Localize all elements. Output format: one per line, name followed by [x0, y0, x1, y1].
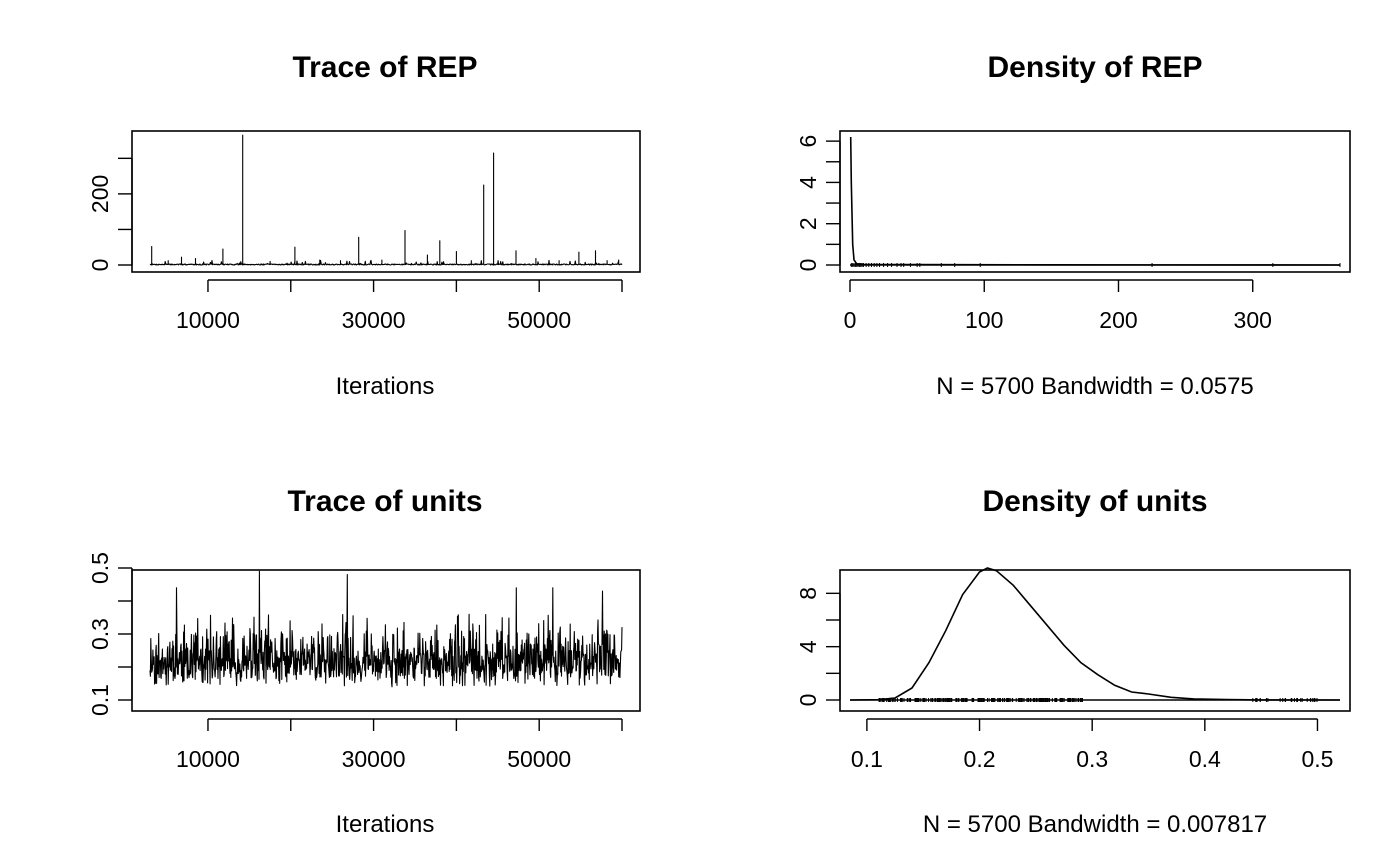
trace-rep-plot-frame: [131, 130, 641, 273]
x-tick-label: 30000: [342, 746, 406, 772]
x-tick-label: 0.1: [851, 746, 883, 772]
density-units-plot-frame: [839, 569, 1351, 712]
density-rep-panel: Density of REP 0 100 200 300 0 2 4 6 N = 5700 …: [795, 51, 1351, 400]
x-tick-label: 0.3: [1076, 746, 1108, 772]
density-rep-plot-frame: [839, 130, 1351, 273]
trace-rep-x-axis: 10000 30000 50000: [176, 279, 623, 333]
y-tick-label: 4: [795, 640, 821, 653]
trace-rep-y-axis: 0 200: [87, 157, 133, 272]
y-tick-label: 0: [795, 694, 821, 707]
density-rep-x-axis: 0 100 200 300: [844, 279, 1272, 333]
density-rep-density-curve: [849, 136, 1341, 266]
x-tick-label: 50000: [507, 307, 571, 333]
x-tick-label: 300: [1234, 307, 1272, 333]
density-rep-title: Density of REP: [987, 51, 1202, 84]
y-tick-label: 6: [795, 135, 821, 148]
x-tick-label: 10000: [176, 746, 240, 772]
y-tick-label: 2: [795, 217, 821, 230]
trace-units-title: Trace of units: [287, 485, 482, 518]
x-tick-label: 0.2: [964, 746, 996, 772]
trace-rep-title: Trace of REP: [292, 51, 477, 84]
y-tick-label: 0.5: [87, 552, 113, 584]
x-tick-label: 100: [965, 307, 1003, 333]
trace-units-y-axis: 0.1 0.3 0.5: [87, 552, 133, 716]
density-units-x-axis: 0.1 0.2 0.3 0.4 0.5: [851, 718, 1333, 772]
y-tick-label: 200: [87, 175, 113, 213]
density-rep-marks: [849, 136, 1341, 267]
trace-rep-series-line: [149, 134, 623, 266]
x-tick-label: 200: [1099, 307, 1137, 333]
y-tick-label: 4: [795, 176, 821, 189]
trace-units-series-line: [149, 570, 623, 688]
trace-units-panel: Trace of units 10000 30000 50000 0.1 0.3 0.5…: [87, 485, 641, 838]
trace-units-x-axis: 10000 30000 50000: [176, 718, 623, 772]
x-tick-label: 50000: [507, 746, 571, 772]
density-units-y-axis: 0 4 8: [795, 587, 841, 707]
x-tick-label: 0.4: [1189, 746, 1221, 772]
x-tick-label: 0: [844, 307, 857, 333]
density-units-density-curve: [849, 567, 1341, 701]
trace-units-marks: [149, 570, 623, 688]
y-tick-label: 0: [795, 259, 821, 272]
trace-rep-panel: Trace of REP 10000 30000 50000 0 200 Iterat…: [87, 51, 641, 400]
trace-units-x-label: Iterations: [336, 811, 435, 838]
density-units-x-label: N = 5700 Bandwidth = 0.007817: [923, 811, 1267, 838]
y-tick-label: 0: [87, 259, 113, 272]
trace-rep-marks: [149, 134, 623, 266]
x-tick-label: 0.5: [1301, 746, 1333, 772]
x-tick-label: 30000: [342, 307, 406, 333]
trace-rep-x-label: Iterations: [336, 373, 435, 400]
density-rep-y-axis: 0 2 4 6: [795, 135, 841, 272]
density-units-panel: Density of units 0.1 0.2 0.3 0.4 0.5 0 4 8 N =…: [795, 485, 1351, 838]
y-tick-label: 0.1: [87, 684, 113, 716]
x-tick-label: 10000: [176, 307, 240, 333]
y-tick-label: 8: [795, 587, 821, 600]
density-rep-x-label: N = 5700 Bandwidth = 0.0575: [936, 373, 1254, 400]
density-units-marks: [849, 567, 1341, 702]
density-units-title: Density of units: [982, 485, 1207, 518]
y-tick-label: 0.3: [87, 618, 113, 650]
